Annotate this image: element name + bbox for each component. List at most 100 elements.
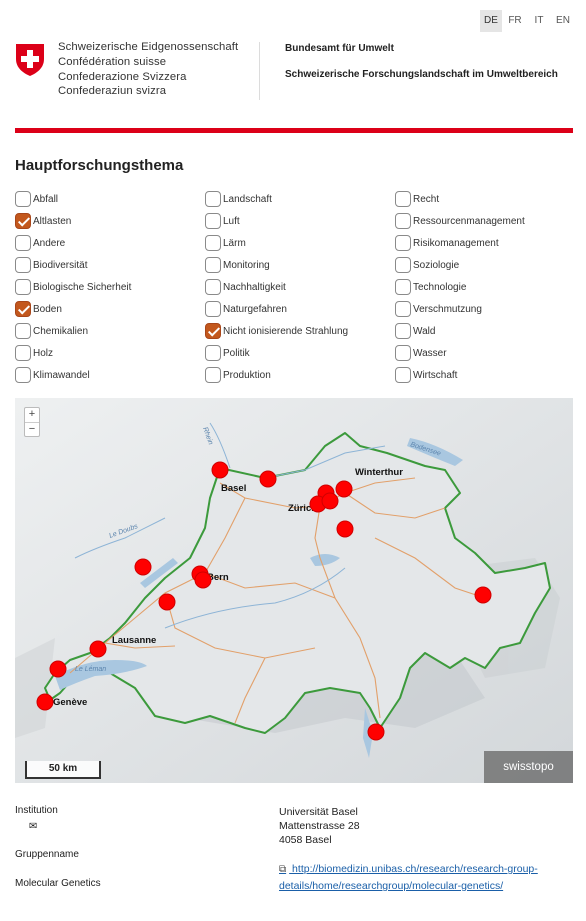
- checkbox-unchecked[interactable]: [395, 235, 411, 251]
- checkbox-unchecked[interactable]: [395, 213, 411, 229]
- topic-checkbox-item[interactable]: Andere: [15, 233, 65, 253]
- topic-checkbox-item[interactable]: Monitoring: [205, 255, 270, 275]
- topic-checkbox-item[interactable]: Produktion: [205, 365, 271, 385]
- topic-checkbox-item[interactable]: Biodiversität: [15, 255, 87, 275]
- map-marker[interactable]: [474, 586, 492, 604]
- checkbox-unchecked[interactable]: [205, 345, 221, 361]
- checkbox-unchecked[interactable]: [395, 367, 411, 383]
- checkbox-unchecked[interactable]: [15, 257, 31, 273]
- envelope-icon[interactable]: ✉: [29, 821, 38, 832]
- topic-checkbox-item[interactable]: Wasser: [395, 343, 447, 363]
- topic-checkbox-item[interactable]: Risikomanagement: [395, 233, 499, 253]
- checkbox-checked[interactable]: [15, 301, 31, 317]
- topic-checkbox-item[interactable]: Nicht ionisierende Strahlung: [205, 321, 348, 341]
- research-map[interactable]: Basel Winterthur Zürich Bern Lausanne Ge…: [15, 398, 573, 783]
- map-canvas[interactable]: Basel Winterthur Zürich Bern Lausanne Ge…: [15, 398, 573, 783]
- lang-de[interactable]: DE: [480, 10, 502, 32]
- topic-checkbox-item[interactable]: Ressourcenmanagement: [395, 211, 525, 231]
- map-marker[interactable]: [259, 470, 277, 488]
- topic-label: Produktion: [223, 369, 271, 381]
- topic-label: Wald: [413, 325, 436, 337]
- topic-checkbox-item[interactable]: Biologische Sicherheit: [15, 277, 131, 297]
- topic-checkbox-item[interactable]: Nachhaltigkeit: [205, 277, 286, 297]
- checkbox-unchecked[interactable]: [395, 257, 411, 273]
- topic-checkbox-item[interactable]: Politik: [205, 343, 250, 363]
- map-marker[interactable]: [335, 480, 353, 498]
- topic-label: Luft: [223, 215, 240, 227]
- topic-checkbox-item[interactable]: Luft: [205, 211, 240, 231]
- site-subtitle[interactable]: Schweizerische Forschungslandschaft im U…: [285, 69, 558, 80]
- checkbox-unchecked[interactable]: [205, 191, 221, 207]
- checkbox-unchecked[interactable]: [205, 301, 221, 317]
- checkbox-unchecked[interactable]: [395, 345, 411, 361]
- map-marker[interactable]: [158, 593, 176, 611]
- checkbox-unchecked[interactable]: [15, 191, 31, 207]
- checkbox-unchecked[interactable]: [15, 235, 31, 251]
- topic-checkbox-item[interactable]: Lärm: [205, 233, 246, 253]
- topic-checkbox-item[interactable]: Technologie: [395, 277, 466, 297]
- topic-label: Politik: [223, 347, 250, 359]
- topic-checkbox-item[interactable]: Recht: [395, 189, 439, 209]
- swiss-cross-logo[interactable]: [15, 43, 45, 77]
- topic-label: Klimawandel: [33, 369, 90, 381]
- topic-checkbox-item[interactable]: Klimawandel: [15, 365, 90, 385]
- checkbox-unchecked[interactable]: [205, 279, 221, 295]
- map-marker[interactable]: [89, 640, 107, 658]
- map-marker[interactable]: [336, 520, 354, 538]
- topic-checkbox-item[interactable]: Soziologie: [395, 255, 459, 275]
- map-marker[interactable]: [211, 461, 229, 479]
- confederation-names: Schweizerische Eidgenossenschaft Confédé…: [58, 40, 238, 99]
- map-attribution[interactable]: swisstopo: [484, 751, 573, 783]
- map-marker[interactable]: [49, 660, 67, 678]
- topic-checkbox-item[interactable]: Holz: [15, 343, 53, 363]
- zoom-in-button[interactable]: +: [28, 408, 36, 420]
- city-label-basel: Basel: [221, 483, 246, 494]
- topic-label: Altlasten: [33, 215, 72, 227]
- checkbox-unchecked[interactable]: [395, 279, 411, 295]
- topic-checkbox-item[interactable]: Altlasten: [15, 211, 71, 231]
- checkbox-unchecked[interactable]: [15, 323, 31, 339]
- checkbox-unchecked[interactable]: [205, 235, 221, 251]
- zoom-out-button[interactable]: −: [25, 422, 39, 436]
- map-marker[interactable]: [134, 558, 152, 576]
- topic-label: Ressourcenmanagement: [413, 215, 525, 227]
- lang-it[interactable]: IT: [534, 15, 544, 26]
- checkbox-unchecked[interactable]: [205, 367, 221, 383]
- topic-label: Chemikalien: [33, 325, 89, 337]
- topic-label: Naturgefahren: [223, 303, 287, 315]
- map-marker[interactable]: [367, 723, 385, 741]
- topic-checkbox-item[interactable]: Chemikalien: [15, 321, 88, 341]
- checkbox-checked[interactable]: [15, 213, 31, 229]
- checkbox-unchecked[interactable]: [15, 345, 31, 361]
- group-name-value: Molecular Genetics: [15, 878, 101, 889]
- map-marker[interactable]: [194, 571, 212, 589]
- checkbox-unchecked[interactable]: [395, 323, 411, 339]
- topic-checkbox-item[interactable]: Wirtschaft: [395, 365, 457, 385]
- city-label-lausanne: Lausanne: [112, 635, 156, 646]
- lang-en[interactable]: EN: [556, 15, 570, 26]
- checkbox-unchecked[interactable]: [395, 301, 411, 317]
- checkbox-unchecked[interactable]: [205, 257, 221, 273]
- topic-label: Monitoring: [223, 259, 270, 271]
- topic-label: Abfall: [33, 193, 59, 205]
- topic-label: Biodiversität: [33, 259, 88, 271]
- map-marker[interactable]: [36, 693, 54, 711]
- topic-checkbox-item[interactable]: Verschmutzung: [395, 299, 482, 319]
- checkbox-unchecked[interactable]: [15, 279, 31, 295]
- lang-fr[interactable]: FR: [508, 15, 522, 26]
- topic-checkbox-item[interactable]: Boden: [15, 299, 62, 319]
- checkbox-unchecked[interactable]: [15, 367, 31, 383]
- topic-checkbox-item[interactable]: Naturgefahren: [205, 299, 287, 319]
- zoom-control: + −: [24, 407, 40, 437]
- checkbox-unchecked[interactable]: [205, 213, 221, 229]
- checkbox-checked[interactable]: [205, 323, 221, 339]
- topic-checkbox-item[interactable]: Wald: [395, 321, 435, 341]
- topic-label: Holz: [33, 347, 54, 359]
- website-link-text[interactable]: http://biomedizin.unibas.ch/research/res…: [279, 863, 538, 892]
- map-marker[interactable]: [321, 492, 339, 510]
- topic-checkbox-item[interactable]: Landschaft: [205, 189, 272, 209]
- topic-checkbox-item[interactable]: Abfall: [15, 189, 58, 209]
- city-label-winterthur: Winterthur: [355, 467, 403, 478]
- checkbox-unchecked[interactable]: [395, 191, 411, 207]
- institution-website-link[interactable]: ⧉ http://biomedizin.unibas.ch/research/r…: [279, 861, 569, 895]
